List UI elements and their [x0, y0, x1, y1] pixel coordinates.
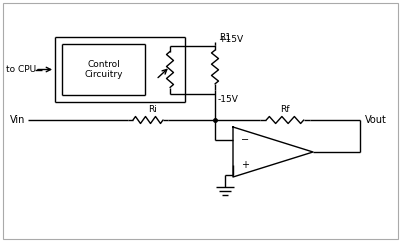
Text: Vout: Vout: [365, 115, 387, 125]
Text: Rf: Rf: [280, 105, 290, 114]
Text: −: −: [241, 135, 249, 144]
Text: Vin: Vin: [10, 115, 25, 125]
Text: Ri: Ri: [148, 105, 158, 114]
Text: -15V: -15V: [218, 94, 239, 104]
Text: R1: R1: [219, 33, 231, 43]
Text: Control: Control: [87, 60, 120, 69]
Text: to CPU: to CPU: [6, 65, 36, 74]
Text: +: +: [241, 159, 249, 169]
FancyBboxPatch shape: [3, 3, 398, 239]
Text: +15V: +15V: [218, 36, 243, 45]
Text: Circuitry: Circuitry: [84, 70, 123, 79]
